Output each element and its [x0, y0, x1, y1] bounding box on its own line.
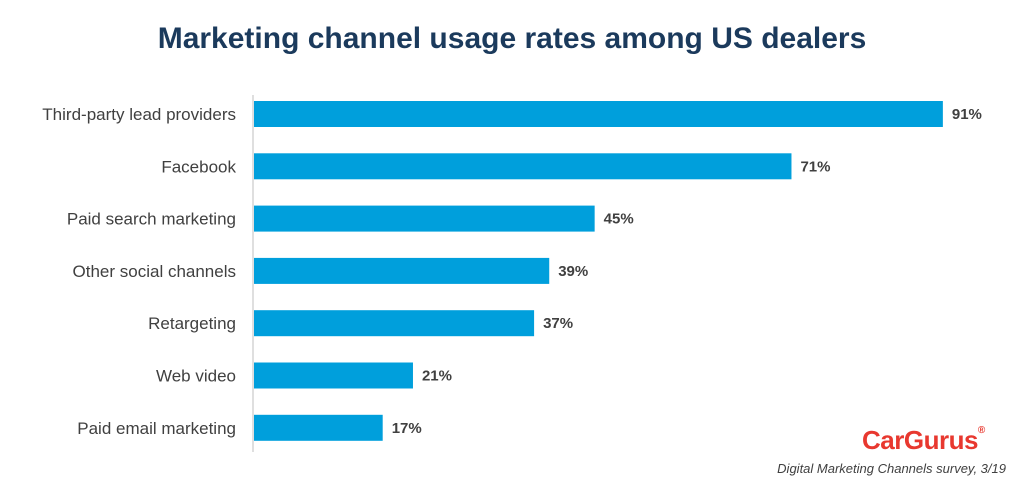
category-label-4: Retargeting: [148, 314, 236, 333]
value-label-3: 39%: [558, 263, 588, 280]
category-label-5: Web video: [156, 367, 236, 386]
category-label-3: Other social channels: [73, 262, 236, 281]
value-label-1: 71%: [800, 158, 830, 175]
bar-1: [254, 153, 792, 180]
logo-registered-mark: ®: [977, 425, 985, 436]
bar-0: [254, 101, 943, 127]
cargurus-logo: CarGurus®: [862, 425, 985, 456]
category-label-6: Paid email marketing: [77, 419, 236, 438]
value-label-6: 17%: [392, 420, 422, 437]
chart-title: Marketing channel usage rates among US d…: [157, 22, 867, 55]
category-label-0: Third-party lead providers: [42, 105, 236, 124]
value-label-0: 91%: [952, 106, 982, 123]
value-label-5: 21%: [422, 368, 452, 385]
value-label-2: 45%: [604, 211, 634, 228]
category-label-1: Facebook: [161, 157, 236, 176]
bar-4: [254, 310, 535, 337]
bar-2: [254, 205, 595, 232]
bar-5: [254, 362, 413, 389]
bar-3: [254, 257, 550, 284]
bar-6: [254, 414, 383, 441]
logo-text: CarGurus: [862, 425, 978, 455]
value-label-4: 37%: [543, 315, 573, 332]
source-note: Digital Marketing Channels survey, 3/19: [777, 461, 1006, 476]
category-label-2: Paid search marketing: [67, 210, 236, 229]
